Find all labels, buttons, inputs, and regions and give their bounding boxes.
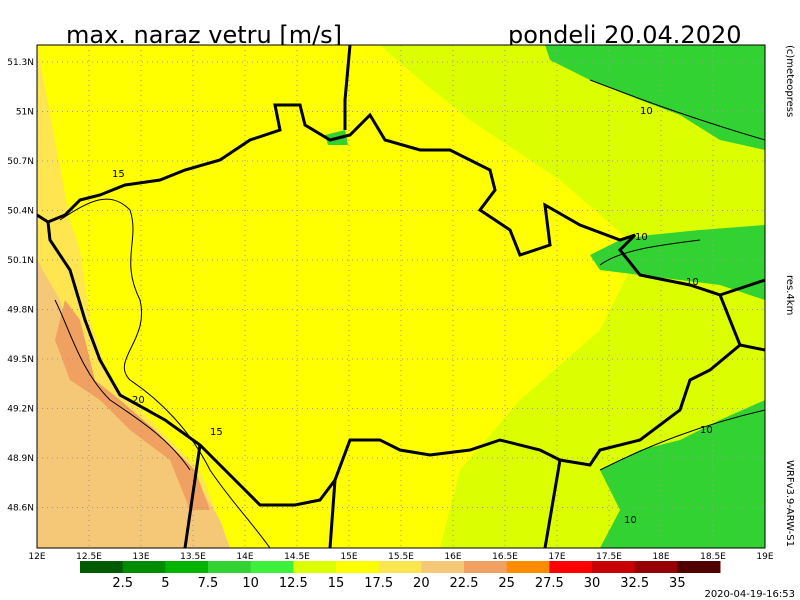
contour-label: 10: [700, 425, 713, 436]
colorbar-label: 30: [584, 576, 601, 591]
colorbar-label: 25: [498, 576, 515, 591]
colorbar-label: 7.5: [198, 576, 219, 591]
colorbar-swatch: [549, 561, 593, 573]
colorbar-swatch: [592, 561, 636, 573]
map-field: 15 20 15 10 10 10 10 10: [37, 45, 765, 548]
colorbar-swatch: [250, 561, 294, 573]
lat-label: 48.9N: [7, 454, 34, 464]
colorbar-label: 32.5: [620, 576, 649, 591]
contour-labels: 15 20 15 10 10 10 10 10: [112, 106, 713, 526]
lon-label: 14E: [236, 552, 253, 562]
lat-label: 50.7N: [7, 157, 34, 167]
contour-label: 10: [686, 277, 699, 288]
lat-label: 50.4N: [7, 207, 34, 217]
lon-label: 19E: [756, 552, 773, 562]
colorbar-label: 5: [161, 576, 169, 591]
lon-label: 15.5E: [388, 552, 414, 562]
colorbar-label: 27.5: [535, 576, 564, 591]
colorbar-swatch: [80, 561, 124, 573]
lon-label: 18.5E: [700, 552, 726, 562]
lat-label: 49.2N: [7, 405, 34, 415]
date: pondeli 20.04.2020: [508, 21, 742, 49]
lon-label: 17.5E: [596, 552, 622, 562]
colorbar-label: 17.5: [364, 576, 393, 591]
colorbar-label: 35: [669, 576, 686, 591]
lat-label: 48.6N: [7, 504, 34, 514]
lon-label: 13E: [132, 552, 149, 562]
colorbar-swatch: [378, 561, 422, 573]
colorbar-swatch: [122, 561, 166, 573]
lat-label: 51.3N: [7, 58, 34, 68]
lon-label: 12.5E: [76, 552, 102, 562]
field-green-e: [590, 225, 765, 300]
colorbar-label: 15: [328, 576, 345, 591]
contour-label: 15: [210, 427, 223, 438]
field-green-ne: [545, 45, 765, 150]
contour-label: 15: [112, 169, 125, 180]
lat-label: 51N: [16, 108, 34, 118]
colorbar-swatch: [165, 561, 209, 573]
contour-20: [54, 299, 191, 471]
colorbar-swatch: [634, 561, 678, 573]
lon-label: 17E: [548, 552, 565, 562]
lon-label: 16E: [444, 552, 461, 562]
colorbar-swatch: [336, 561, 380, 573]
contour-label: 10: [624, 515, 637, 526]
colorbar-swatch: [208, 561, 252, 573]
colorbar-label: 12.5: [279, 576, 308, 591]
colorbar-swatch: [421, 561, 465, 573]
lat-label: 50.1N: [7, 256, 34, 266]
credit: (c)meteopress: [784, 45, 795, 117]
lon-label: 15E: [340, 552, 357, 562]
contour-label: 10: [635, 232, 648, 243]
timestamp: 2020-04-19-16:53: [704, 589, 795, 600]
contour-label: 10: [640, 106, 653, 117]
colorbar-swatch: [677, 561, 721, 573]
colorbar-label: 22.5: [450, 576, 479, 591]
field-green-se: [600, 400, 765, 548]
axis-labels: 51.3N 51N 50.7N 50.4N 50.1N 49.8N 49.5N 49.2N 48…: [7, 58, 774, 562]
field-yellowgreen: [380, 45, 765, 548]
lat-label: 49.5N: [7, 355, 34, 365]
field-darkorange: [55, 300, 210, 510]
model: WRFv3.9-ARW-S1: [784, 460, 795, 547]
neighbor-borders: [37, 45, 765, 548]
lon-label: 18E: [652, 552, 669, 562]
lon-label: 13.5E: [180, 552, 206, 562]
lat-label: 49.8N: [7, 306, 34, 316]
colorbar-swatch: [464, 561, 508, 573]
map-frame: [36, 44, 766, 549]
colorbar-label: 2.5: [112, 576, 133, 591]
lon-label: 16.5E: [492, 552, 518, 562]
lon-label: 14.5E: [284, 552, 310, 562]
contour-15: [59, 198, 271, 548]
colorbar: 2.5 5 7.5 10 12.5 15 17.5 20 22.5 25 27.5 30 32.5 35: [80, 561, 721, 591]
resolution: res.4km: [784, 275, 795, 315]
contour-10: [589, 79, 765, 471]
lon-label: 12E: [28, 552, 45, 562]
country-border: [46, 103, 742, 507]
colorbar-swatch: [293, 561, 337, 573]
title: max. naraz vetru [m/s]: [66, 21, 342, 49]
colorbar-label: 20: [413, 576, 430, 591]
colorbar-label: 10: [242, 576, 259, 591]
colorbar-swatch: [506, 561, 550, 573]
contour-label: 20: [132, 395, 145, 406]
